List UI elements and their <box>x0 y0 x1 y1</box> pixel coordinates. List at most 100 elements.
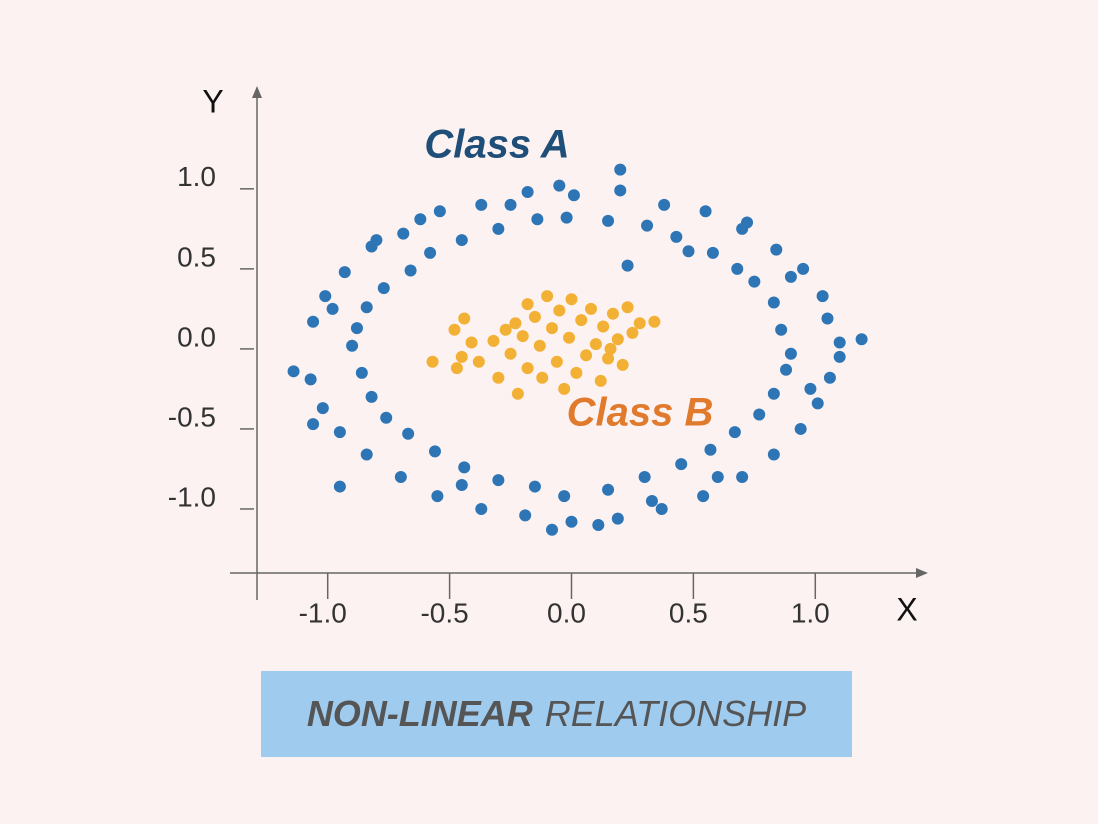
point <box>360 448 373 461</box>
y-tick-label: 0.0 <box>177 321 216 352</box>
point <box>753 408 766 421</box>
point <box>338 266 351 279</box>
point <box>528 480 541 493</box>
point <box>558 382 571 395</box>
point <box>704 443 717 456</box>
point <box>775 323 788 336</box>
y-axis-label: Y <box>202 83 223 119</box>
point <box>455 478 468 491</box>
y-tick-label: 0.5 <box>177 241 216 272</box>
point <box>414 213 427 226</box>
point <box>541 290 554 303</box>
point <box>626 326 639 339</box>
point <box>458 312 471 325</box>
point <box>780 363 793 376</box>
point <box>319 290 332 303</box>
point <box>589 338 602 351</box>
y-tick-label: -1.0 <box>168 481 216 512</box>
point <box>487 334 500 347</box>
point <box>592 518 605 531</box>
point <box>531 213 544 226</box>
point <box>287 365 300 378</box>
point <box>545 523 558 536</box>
point <box>545 322 558 335</box>
point <box>492 474 505 487</box>
point <box>458 461 471 474</box>
point <box>565 293 578 306</box>
point <box>565 515 578 528</box>
point <box>316 402 329 415</box>
point <box>670 230 683 243</box>
point <box>504 198 517 211</box>
point <box>675 458 688 471</box>
point <box>511 387 524 400</box>
point <box>602 214 615 227</box>
point <box>767 448 780 461</box>
x-tick-label: -0.5 <box>420 597 468 628</box>
point <box>682 245 695 258</box>
x-tick-label: 0.5 <box>669 597 708 628</box>
point <box>770 243 783 256</box>
y-tick-label: 1.0 <box>177 161 216 192</box>
point <box>621 259 634 272</box>
point <box>380 411 393 424</box>
point <box>611 333 624 346</box>
point <box>448 323 461 336</box>
point <box>811 397 824 410</box>
point <box>472 355 485 368</box>
point <box>533 339 546 352</box>
point <box>350 322 363 335</box>
point <box>558 490 571 503</box>
point <box>475 502 488 515</box>
x-arrow <box>916 568 928 578</box>
point <box>638 470 651 483</box>
point <box>604 342 617 355</box>
point <box>504 347 517 360</box>
x-tick-label: 1.0 <box>791 597 830 628</box>
point <box>731 262 744 275</box>
point <box>377 282 390 295</box>
point <box>516 330 529 343</box>
point <box>492 371 505 384</box>
point <box>521 298 534 311</box>
point <box>602 352 615 365</box>
point <box>833 336 846 349</box>
point <box>326 302 339 315</box>
point <box>570 366 583 379</box>
point <box>304 373 317 386</box>
point <box>706 246 719 259</box>
point <box>633 317 646 330</box>
point <box>550 355 563 368</box>
point <box>816 290 829 303</box>
point <box>784 347 797 360</box>
y-arrow <box>252 86 262 98</box>
x-axis-label: X <box>896 591 917 627</box>
point <box>621 301 634 314</box>
point <box>655 502 668 515</box>
series-label: Class A <box>424 123 569 167</box>
point <box>697 490 710 503</box>
point <box>475 198 488 211</box>
point <box>648 315 661 328</box>
point <box>767 387 780 400</box>
point <box>365 390 378 403</box>
point <box>346 339 359 352</box>
point <box>602 483 615 496</box>
footer-text: RELATIONSHIP <box>544 693 807 734</box>
point <box>333 426 346 439</box>
point <box>567 189 580 202</box>
point <box>594 374 607 387</box>
point <box>645 494 658 507</box>
point <box>553 304 566 317</box>
point <box>528 310 541 323</box>
point <box>450 362 463 375</box>
point <box>307 418 320 431</box>
point <box>741 216 754 229</box>
point <box>424 246 437 259</box>
point <box>428 445 441 458</box>
point <box>658 198 671 211</box>
point <box>521 362 534 375</box>
point <box>455 234 468 247</box>
